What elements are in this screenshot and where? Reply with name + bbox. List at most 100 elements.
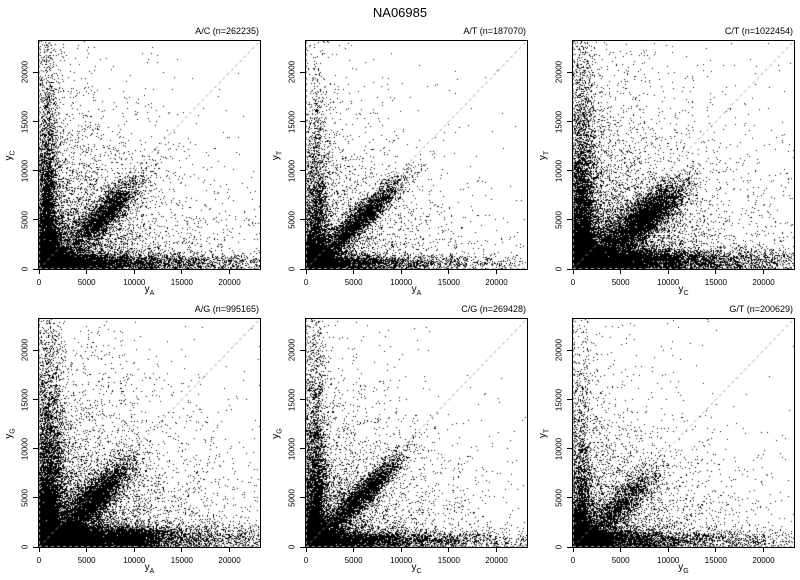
y-tick-mark xyxy=(300,121,305,123)
x-tick-mark xyxy=(448,547,450,552)
plot-area: 0 0 5000 5000 10000 10000 15000 15000 20000 20000 xyxy=(555,318,795,565)
x-tick-label: 15000 xyxy=(704,556,727,565)
y-tick-label: 20000 xyxy=(554,339,564,362)
x-tick-label: 15000 xyxy=(437,278,460,287)
y-tick-label: 10000 xyxy=(554,437,564,460)
y-axis-label: yG xyxy=(271,319,284,549)
x-tick-label: 10000 xyxy=(123,556,146,565)
y-tick-label: 0 xyxy=(287,544,297,550)
x-tick-mark xyxy=(715,269,717,274)
scatter-canvas xyxy=(39,319,260,547)
y-tick-label: 10000 xyxy=(20,437,30,460)
y-tick-label: 5000 xyxy=(20,488,30,507)
y-tick-label: 20000 xyxy=(20,61,30,84)
x-tick-mark xyxy=(86,269,88,274)
panel-title: A/T (n=187070) xyxy=(463,26,526,36)
x-tick-mark xyxy=(620,269,622,274)
y-tick-label: 5000 xyxy=(287,210,297,229)
scatter-canvas xyxy=(573,319,794,547)
y-tick-mark xyxy=(567,121,572,123)
y-tick-label: 20000 xyxy=(20,339,30,362)
y-axis-label: yG xyxy=(4,319,17,549)
y-tick-mark xyxy=(33,497,38,499)
x-tick-mark xyxy=(496,269,498,274)
y-tick-label: 20000 xyxy=(554,61,564,84)
y-tick-label: 0 xyxy=(287,266,297,272)
x-tick-label: 10000 xyxy=(657,556,680,565)
y-axis-label: yT xyxy=(538,319,551,549)
y-tick-label: 15000 xyxy=(554,110,564,133)
y-tick-label: 5000 xyxy=(554,488,564,507)
x-axis-label-base: y xyxy=(144,284,150,295)
y-axis-label-sub: G xyxy=(9,428,17,434)
panel-title: C/G (n=269428) xyxy=(461,304,526,314)
y-axis-label-base: y xyxy=(3,433,15,439)
y-tick-mark xyxy=(33,268,38,270)
y-axis-label-base: y xyxy=(3,155,15,161)
x-tick-label: 5000 xyxy=(611,556,630,565)
y-axis-label: yT xyxy=(538,41,551,271)
y-axis-label-sub: T xyxy=(543,428,551,434)
scatter-panel-ac: A/C (n=262235) yC 0 0 5000 5000 10000 10000 15… xyxy=(0,24,266,302)
y-tick-mark xyxy=(33,546,38,548)
scatter-panel-gt: G/T (n=200629) yT 0 0 5000 5000 10000 10000 15… xyxy=(534,302,800,580)
x-axis-label: yA xyxy=(305,284,528,297)
panel-title: C/T (n=1022454) xyxy=(724,26,793,36)
y-tick-mark xyxy=(567,448,572,450)
y-tick-mark xyxy=(567,71,572,73)
x-tick-mark xyxy=(496,547,498,552)
x-tick-label: 20000 xyxy=(218,278,241,287)
plot-area: 0 0 5000 5000 10000 10000 15000 15000 20000 20000 xyxy=(288,318,528,565)
y-tick-mark xyxy=(567,399,572,401)
x-tick-label: 15000 xyxy=(170,556,193,565)
x-tick-mark xyxy=(305,269,307,274)
page-title: NA06985 xyxy=(372,5,428,20)
y-axis-label: yC xyxy=(4,41,17,271)
y-tick-label: 15000 xyxy=(287,388,297,411)
x-tick-label: 5000 xyxy=(77,278,96,287)
x-tick-label: 20000 xyxy=(752,278,775,287)
scatter-panel-cg: C/G (n=269428) yG 0 0 5000 5000 10000 10000 15… xyxy=(267,302,533,580)
y-axis-label-base: y xyxy=(270,433,282,439)
x-axis-label-base: y xyxy=(411,284,417,295)
x-tick-label: 0 xyxy=(570,556,576,565)
y-tick-label: 5000 xyxy=(20,210,30,229)
y-tick-mark xyxy=(300,399,305,401)
y-tick-mark xyxy=(33,121,38,123)
x-tick-label: 10000 xyxy=(390,278,413,287)
x-tick-label: 5000 xyxy=(611,278,630,287)
y-axis-label-sub: T xyxy=(543,150,551,156)
x-tick-mark xyxy=(620,547,622,552)
y-tick-label: 20000 xyxy=(287,339,297,362)
y-tick-label: 15000 xyxy=(287,110,297,133)
scatter-canvas xyxy=(306,319,527,547)
scatter-canvas xyxy=(573,41,794,269)
y-tick-label: 10000 xyxy=(287,159,297,182)
y-tick-label: 5000 xyxy=(554,210,564,229)
x-tick-mark xyxy=(667,547,669,552)
x-axis-label-sub: A xyxy=(416,290,422,297)
y-axis-label-sub: G xyxy=(276,428,284,434)
x-tick-label: 0 xyxy=(36,556,42,565)
x-tick-label: 10000 xyxy=(390,556,413,565)
x-tick-mark xyxy=(353,547,355,552)
x-axis-label-sub: A xyxy=(149,290,155,297)
scatter-panel-ct: C/T (n=1022454) yT 0 0 5000 5000 10000 10000 1… xyxy=(534,24,800,302)
y-tick-mark xyxy=(567,170,572,172)
x-tick-mark xyxy=(133,269,135,274)
scatter-canvas xyxy=(39,41,260,269)
x-tick-mark xyxy=(38,547,40,552)
x-tick-mark xyxy=(763,269,765,274)
y-tick-mark xyxy=(300,448,305,450)
panel-title: G/T (n=200629) xyxy=(729,304,793,314)
y-tick-mark xyxy=(33,399,38,401)
panel-title: A/C (n=262235) xyxy=(195,26,259,36)
x-tick-mark xyxy=(86,547,88,552)
x-tick-label: 15000 xyxy=(170,278,193,287)
y-axis-label-base: y xyxy=(537,155,549,161)
y-tick-label: 5000 xyxy=(287,488,297,507)
x-tick-mark xyxy=(133,547,135,552)
x-tick-label: 0 xyxy=(36,278,42,287)
x-tick-label: 20000 xyxy=(218,556,241,565)
